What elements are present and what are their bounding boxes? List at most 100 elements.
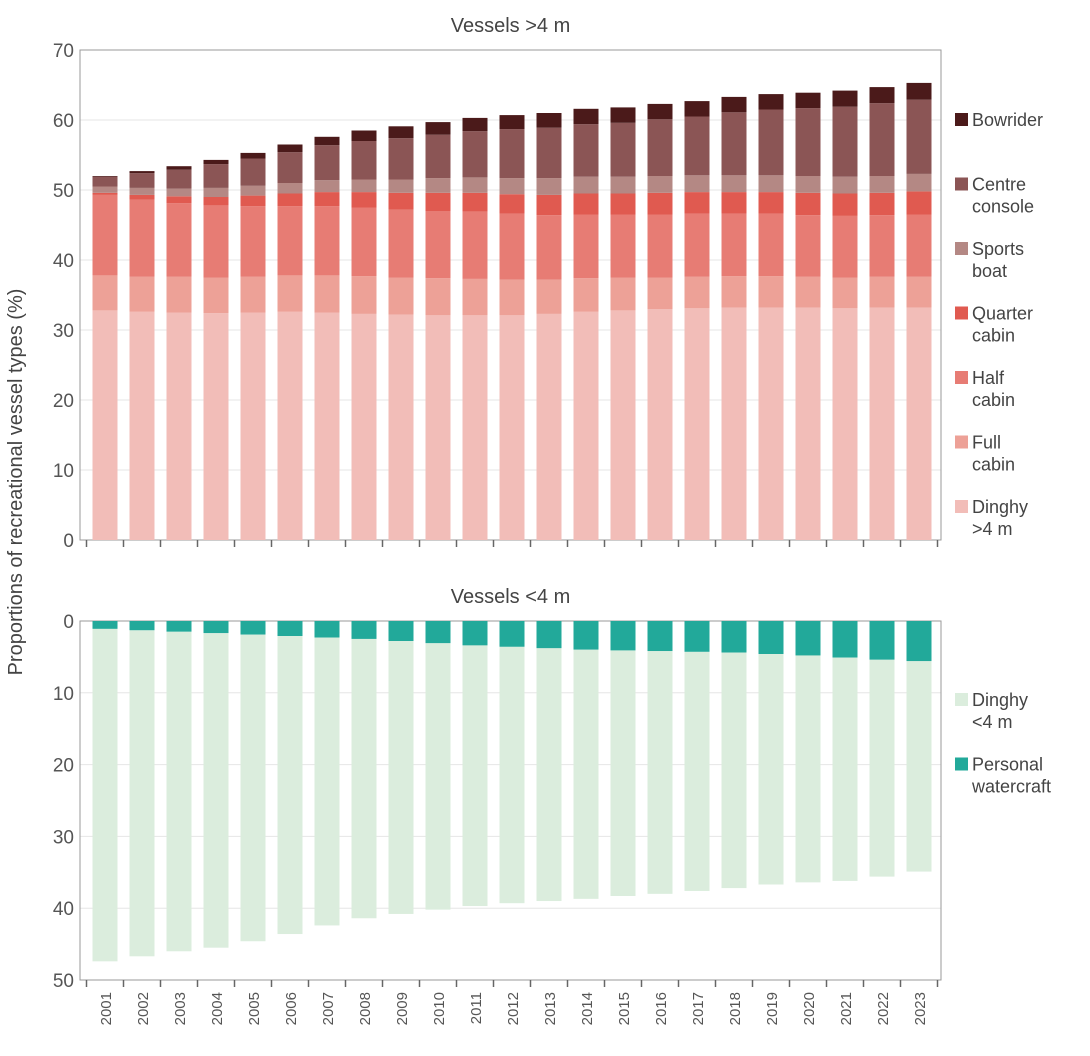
bar-segment-0-2007-s2 — [314, 206, 340, 276]
y-tick-label-0-40: 40 — [53, 251, 74, 272]
bar-segment-0-2011-s4 — [462, 177, 488, 193]
bar-segment-0-2020-s0 — [795, 307, 821, 540]
bar-segment-0-2023-s3 — [906, 191, 932, 215]
y-tick-label-0-10: 10 — [53, 461, 74, 482]
bar-segment-0-2001-s3 — [92, 192, 118, 195]
bar-segment-0-2010-s1 — [425, 278, 451, 316]
bar-segment-0-2001-s0 — [92, 310, 118, 540]
bar-segment-0-2006-s1 — [277, 275, 303, 312]
bar-segment-0-2011-s2 — [462, 211, 488, 279]
bar-segment-0-2013-s3 — [536, 194, 562, 216]
bar-segment-0-2016-s1 — [647, 277, 673, 309]
bar-segment-0-2021-s3 — [832, 193, 858, 216]
bar-segment-1-2022-s0 — [869, 621, 895, 660]
bar-segment-0-2008-s1 — [351, 276, 377, 314]
y-tick-label-1-0: 0 — [63, 612, 74, 633]
bar-segment-0-2019-s2 — [758, 213, 784, 277]
bar-segment-0-2020-s3 — [795, 192, 821, 216]
bar-segment-0-2014-s1 — [573, 278, 599, 312]
bar-segment-1-2001-s0 — [92, 621, 118, 629]
bar-segment-0-2011-s1 — [462, 278, 488, 316]
bar-segment-0-2009-s5 — [388, 138, 414, 180]
legend-label-0-2: Sports boat — [972, 239, 1024, 281]
bar-segment-0-2006-s3 — [277, 193, 303, 207]
bar-segment-0-2023-s6 — [906, 82, 932, 100]
bar-segment-0-2009-s4 — [388, 179, 414, 193]
bar-segment-1-2007-s0 — [314, 621, 340, 638]
bar-segment-0-2005-s4 — [240, 185, 266, 196]
bar-segment-0-2014-s2 — [573, 214, 599, 279]
bar-segment-0-2003-s6 — [166, 166, 192, 170]
bar-segment-0-2010-s6 — [425, 122, 451, 135]
bar-segment-0-2018-s1 — [721, 276, 747, 308]
bar-segment-0-2003-s3 — [166, 196, 192, 204]
bar-segment-0-2015-s0 — [610, 310, 636, 540]
x-tick-label-2016: 2016 — [653, 992, 670, 1025]
y-tick-label-0-0: 0 — [63, 531, 74, 552]
bar-segment-0-2006-s0 — [277, 311, 303, 540]
bar-segment-0-2006-s6 — [277, 144, 303, 153]
bar-segment-0-2008-s6 — [351, 130, 377, 141]
bar-segment-0-2002-s1 — [129, 276, 155, 312]
bar-segment-0-2005-s1 — [240, 276, 266, 313]
bar-segment-0-2007-s4 — [314, 180, 340, 193]
bar-segment-0-2020-s5 — [795, 108, 821, 176]
bar-segment-0-2004-s5 — [203, 164, 229, 188]
bar-segment-0-2007-s1 — [314, 275, 340, 313]
bar-segment-0-2003-s4 — [166, 188, 192, 197]
bar-segment-0-2013-s0 — [536, 313, 562, 540]
legend-label-line: Dinghy — [972, 690, 1028, 710]
bar-segment-0-2010-s4 — [425, 178, 451, 193]
x-tick-label-2011: 2011 — [468, 992, 485, 1024]
bar-segment-0-2010-s2 — [425, 211, 451, 279]
bar-segment-0-2010-s0 — [425, 315, 451, 540]
legend-swatch-1-1 — [955, 757, 968, 771]
bar-segment-0-2004-s1 — [203, 277, 229, 314]
bar-segment-0-2016-s6 — [647, 103, 673, 120]
legend-swatch-0-2 — [955, 242, 968, 255]
legend-label-0-3: Quarter cabin — [972, 304, 1033, 346]
bar-segment-0-2022-s4 — [869, 176, 895, 193]
bar-segment-0-2013-s5 — [536, 127, 562, 179]
bar-segment-0-2018-s0 — [721, 307, 747, 540]
bar-segment-0-2018-s6 — [721, 96, 747, 113]
bar-segment-0-2021-s5 — [832, 106, 858, 177]
bar-segment-0-2003-s5 — [166, 169, 192, 189]
bar-segment-0-2016-s4 — [647, 176, 673, 193]
legend-label-0-5: Full cabin — [972, 433, 1015, 475]
legend-label-line: <4 m — [972, 712, 1013, 732]
bar-segment-1-2018-s1 — [721, 652, 747, 889]
bar-segment-0-2022-s3 — [869, 192, 895, 216]
bar-segment-0-2016-s5 — [647, 119, 673, 176]
bar-segment-0-2017-s2 — [684, 213, 710, 277]
bar-segment-0-2004-s2 — [203, 205, 229, 278]
bar-segment-0-2020-s6 — [795, 92, 821, 109]
bar-segment-0-2013-s4 — [536, 178, 562, 195]
bar-segment-0-2018-s2 — [721, 213, 747, 277]
bar-segment-0-2012-s5 — [499, 129, 525, 179]
legend-label-0-0: Bowrider — [972, 110, 1043, 130]
bar-segment-0-2005-s6 — [240, 152, 266, 159]
bar-segment-0-2023-s5 — [906, 99, 932, 174]
y-tick-label-1-40: 40 — [53, 899, 74, 920]
bar-segment-0-2020-s1 — [795, 276, 821, 308]
bar-segment-0-2018-s4 — [721, 175, 747, 193]
x-tick-label-2001: 2001 — [98, 992, 115, 1025]
y-tick-label-0-30: 30 — [53, 321, 74, 342]
bar-segment-0-2011-s6 — [462, 117, 488, 132]
bar-segment-0-2016-s3 — [647, 192, 673, 215]
bar-segment-0-2021-s2 — [832, 215, 858, 278]
bar-segment-0-2004-s6 — [203, 159, 229, 165]
bar-segment-0-2001-s6 — [92, 176, 118, 177]
bar-segment-0-2015-s5 — [610, 122, 636, 177]
bar-segment-1-2010-s0 — [425, 621, 451, 644]
bar-segment-1-2006-s0 — [277, 621, 303, 637]
bar-segment-0-2023-s0 — [906, 307, 932, 540]
bar-segment-0-2003-s2 — [166, 203, 192, 277]
bar-segment-1-2008-s1 — [351, 638, 377, 919]
y-tick-label-0-20: 20 — [53, 391, 74, 412]
x-tick-label-2004: 2004 — [209, 992, 226, 1025]
x-tick-label-2003: 2003 — [172, 992, 189, 1025]
bar-segment-0-2002-s2 — [129, 199, 155, 277]
bar-segment-0-2023-s2 — [906, 214, 932, 277]
